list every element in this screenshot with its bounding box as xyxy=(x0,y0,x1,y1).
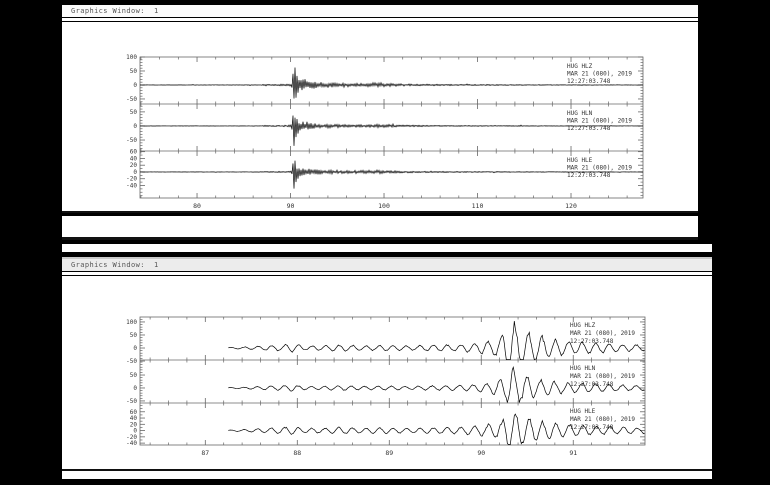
svg-text:80: 80 xyxy=(193,202,201,210)
svg-text:50: 50 xyxy=(130,372,138,379)
waveform-overview-hln xyxy=(139,115,644,146)
graphics-window-top: Graphics Window: 1 80 90 100 110 120 100 50 0 -5… xyxy=(62,5,698,213)
svg-text:-20: -20 xyxy=(126,176,137,183)
svg-text:60: 60 xyxy=(130,409,138,416)
svg-text:HUG HLE: HUG HLE xyxy=(570,408,596,415)
svg-text:HUG HLE: HUG HLE xyxy=(567,157,593,164)
svg-text:HUG HLZ: HUG HLZ xyxy=(567,63,593,70)
svg-text:100: 100 xyxy=(126,54,137,61)
svg-text:120: 120 xyxy=(565,202,577,210)
svg-text:87: 87 xyxy=(201,449,209,457)
waveform-zoomed-hln xyxy=(228,366,645,403)
svg-text:-40: -40 xyxy=(126,182,137,189)
graphics-window-top-title: Graphics Window: 1 xyxy=(71,7,159,15)
svg-text:0: 0 xyxy=(133,123,137,130)
graphics-window-bottom: Graphics Window: 1 87 88 89 90 91 100 50 0 -50 HU… xyxy=(62,257,712,479)
svg-text:50: 50 xyxy=(130,332,138,339)
svg-text:12:27:03.748: 12:27:03.748 xyxy=(567,78,611,85)
svg-text:0: 0 xyxy=(133,385,137,392)
svg-text:100: 100 xyxy=(126,319,137,326)
svg-text:12:27:03.748: 12:27:03.748 xyxy=(570,424,614,431)
svg-text:100: 100 xyxy=(378,202,390,210)
svg-text:-40: -40 xyxy=(126,440,137,447)
svg-text:50: 50 xyxy=(130,109,138,116)
window-edge-strip xyxy=(62,244,712,252)
svg-text:-20: -20 xyxy=(126,434,137,441)
svg-text:0: 0 xyxy=(133,428,137,435)
svg-text:MAR 21 (080), 2019: MAR 21 (080), 2019 xyxy=(570,416,635,423)
svg-text:91: 91 xyxy=(569,449,577,457)
svg-text:50: 50 xyxy=(130,68,138,75)
svg-text:40: 40 xyxy=(130,415,138,422)
svg-text:90: 90 xyxy=(287,202,295,210)
svg-text:-50: -50 xyxy=(126,137,137,144)
svg-text:0: 0 xyxy=(133,82,137,89)
titlebar-separator xyxy=(62,17,698,22)
graphics-window-bottom-title: Graphics Window: 1 xyxy=(71,261,159,269)
svg-text:60: 60 xyxy=(130,149,138,156)
svg-text:12:27:03.748: 12:27:03.748 xyxy=(567,125,611,132)
svg-text:110: 110 xyxy=(472,202,484,210)
svg-text:HUG HLN: HUG HLN xyxy=(570,365,596,372)
waveform-zoomed-hle xyxy=(228,413,645,445)
svg-text:-50: -50 xyxy=(126,358,137,365)
svg-text:MAR 21 (080), 2019: MAR 21 (080), 2019 xyxy=(570,330,635,337)
waveform-overview-hlz xyxy=(139,67,644,99)
svg-text:-50: -50 xyxy=(126,398,137,405)
svg-text:HUG HLZ: HUG HLZ xyxy=(570,322,596,329)
svg-text:MAR 21 (080), 2019: MAR 21 (080), 2019 xyxy=(567,165,632,172)
blank-panel xyxy=(62,216,698,240)
svg-text:90: 90 xyxy=(477,449,485,457)
graphics-window-top-titlebar[interactable]: Graphics Window: 1 xyxy=(62,5,698,17)
svg-text:0: 0 xyxy=(133,345,137,352)
titlebar-separator xyxy=(62,271,712,276)
svg-text:MAR 21 (080), 2019: MAR 21 (080), 2019 xyxy=(567,118,632,125)
graphics-window-bottom-titlebar[interactable]: Graphics Window: 1 xyxy=(62,259,712,271)
svg-text:40: 40 xyxy=(130,155,138,162)
svg-text:MAR 21 (080), 2019: MAR 21 (080), 2019 xyxy=(567,71,632,78)
svg-text:20: 20 xyxy=(130,162,138,169)
svg-text:0: 0 xyxy=(133,169,137,176)
svg-text:89: 89 xyxy=(385,449,393,457)
svg-text:12:27:03.748: 12:27:03.748 xyxy=(567,172,611,179)
svg-text:12:27:03.748: 12:27:03.748 xyxy=(570,338,614,345)
svg-text:-50: -50 xyxy=(126,96,137,103)
svg-text:88: 88 xyxy=(293,449,301,457)
waveform-overview-hle xyxy=(139,160,644,189)
svg-text:12:27:03.748: 12:27:03.748 xyxy=(570,381,614,388)
svg-text:MAR 21 (080), 2019: MAR 21 (080), 2019 xyxy=(570,373,635,380)
svg-text:20: 20 xyxy=(130,421,138,428)
svg-text:HUG HLN: HUG HLN xyxy=(567,110,593,117)
waveform-zoomed-hlz xyxy=(228,320,645,361)
